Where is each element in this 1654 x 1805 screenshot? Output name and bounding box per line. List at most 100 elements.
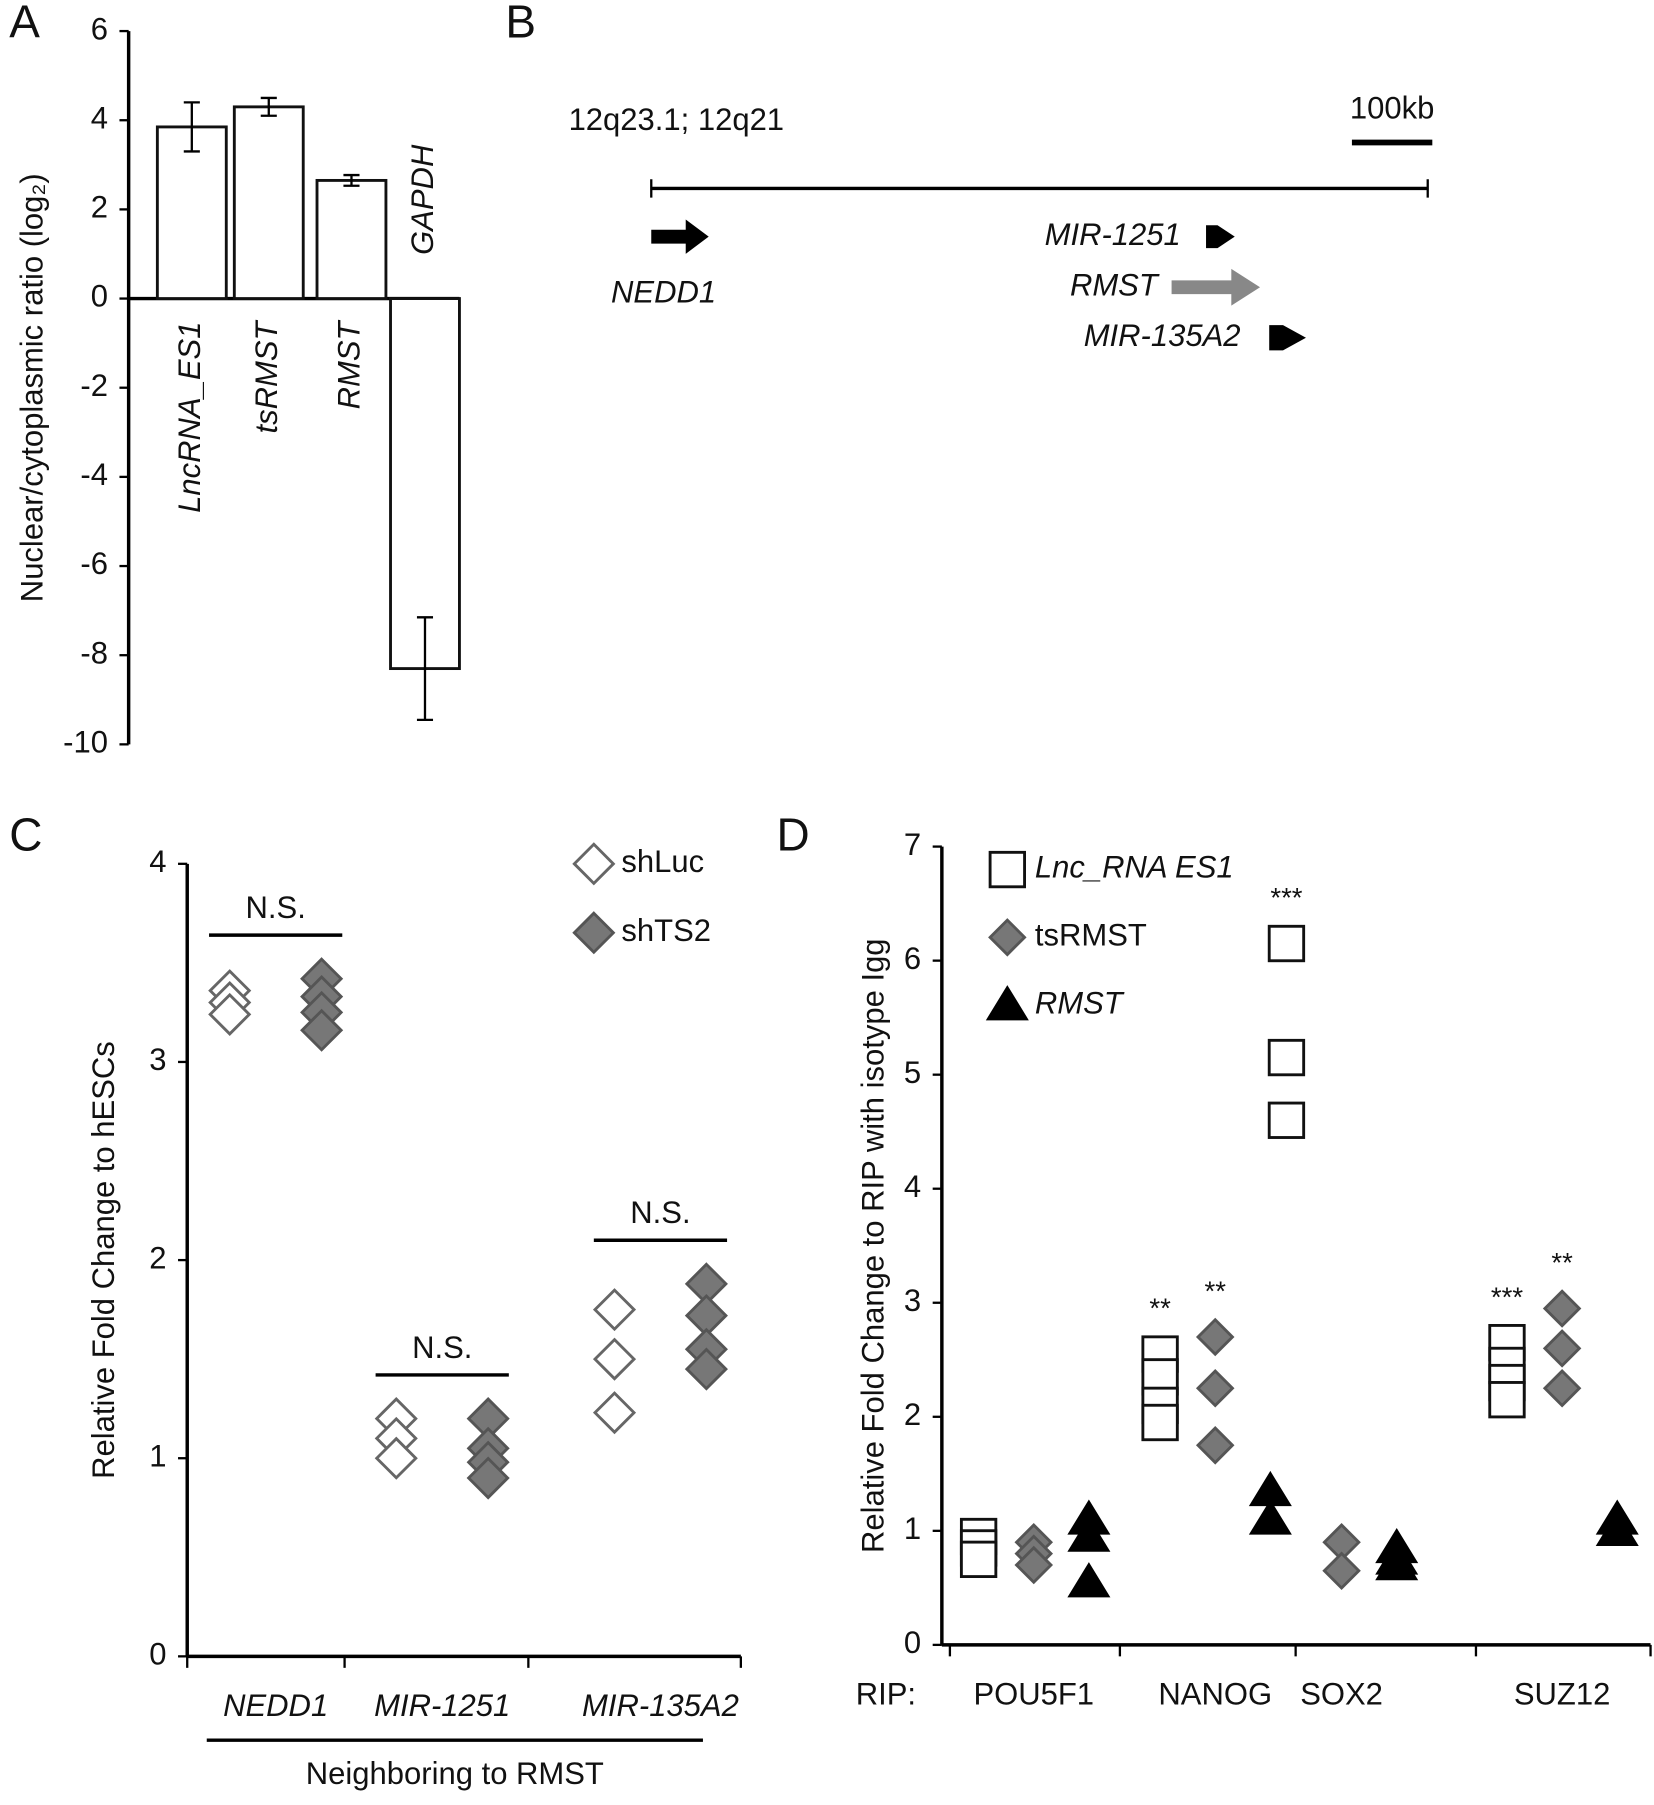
marker [592,1288,637,1332]
category-label: tsRMST [249,319,284,433]
marker [592,1391,637,1435]
marker [959,1540,998,1579]
marker [572,911,616,955]
marker [988,850,1026,889]
y-tick-label: 4 [91,100,108,135]
gene-arrow [1269,325,1306,351]
marker [1488,1381,1526,1419]
y-tick-label: -6 [80,546,108,581]
marker [1322,1551,1361,1591]
marker [592,1337,637,1381]
marker [1267,1038,1306,1077]
gene-arrow [1206,225,1235,249]
marker [1248,1499,1292,1535]
category-label: MIR-1251 [374,1688,510,1723]
marker [300,1008,344,1052]
category-label: GAPDH [405,144,440,255]
legend-label: Lnc_RNA ES1 [1035,850,1234,885]
bar [389,297,461,671]
y-axis-label: Nuclear/cytoplasmic ratio (log₂) [15,173,50,602]
significance: ** [1551,1247,1573,1278]
marker [684,1347,728,1391]
category-label: NANOG [1158,1677,1272,1712]
bar [155,125,228,300]
marker [1014,1545,1054,1585]
significance: *** [1270,882,1302,913]
category-label: LncRNA_ES1 [172,322,207,513]
marker [1195,1426,1235,1465]
y-tick-label: 1 [904,1511,921,1546]
significance: *** [1491,1281,1523,1312]
marker [1542,1369,1582,1408]
y-tick-label: 3 [904,1283,921,1318]
legend-label: RMST [1035,985,1125,1020]
gene-arrow [1171,268,1261,306]
y-tick-label: 2 [904,1397,921,1432]
y-tick-label: -2 [80,368,108,403]
y-tick-label: -10 [63,725,108,760]
panel-letter: B [505,0,536,47]
marker [1067,1562,1111,1598]
category-label: MIR-135A2 [582,1688,739,1723]
panel-letter: D [776,809,809,861]
panel-letter: C [9,809,42,861]
panel-letter: A [9,0,40,47]
marker [208,992,252,1036]
y-tick-label: 2 [91,190,108,225]
panel-b: B 12q23.1; 12q21 100kb NEDD1 MIR-1251 RM… [505,0,1434,353]
legend-label: tsRMST [1035,918,1147,953]
marker [1542,1329,1582,1368]
marker [1195,1369,1235,1408]
gene-label: MIR-135A2 [1084,318,1241,353]
marker [1195,1317,1235,1357]
y-tick-label: -8 [80,635,108,670]
significance: N.S. [630,1195,690,1230]
gene-label: MIR-1251 [1045,217,1181,252]
marker [1267,1101,1306,1139]
marker [1267,924,1306,963]
legend-label: shLuc [621,844,704,879]
marker [985,985,1029,1021]
y-tick-label: 7 [904,827,921,862]
marker [466,1456,510,1500]
y-tick-label: 5 [904,1055,921,1090]
x-axis-label: Neighboring to RMST [306,1756,604,1791]
y-axis-label: Relative Fold Change to hESCs [86,1041,121,1479]
marker [1375,1545,1419,1581]
y-tick-label: 2 [149,1240,166,1275]
scale-label: 100kb [1350,91,1434,126]
y-tick-label: -4 [80,457,108,492]
category-label: NEDD1 [223,1688,328,1723]
significance: N.S. [412,1330,472,1365]
category-label: SUZ12 [1514,1677,1610,1712]
marker [374,1436,418,1480]
bar [315,178,388,300]
gene-label: NEDD1 [611,274,716,309]
gene-arrow [651,219,709,254]
significance: ** [1149,1293,1171,1324]
marker [988,918,1027,957]
category-label: SOX2 [1300,1677,1383,1712]
y-axis-label: Relative Fold Change to RIP with isotype… [855,938,890,1553]
marker [1067,1516,1111,1552]
y-tick-label: 6 [904,941,921,976]
legend-label: shTS2 [621,913,711,948]
significance: ** [1205,1276,1227,1307]
bar [232,105,305,300]
marker [1595,1510,1639,1547]
significance: N.S. [246,890,306,925]
y-tick-label: 3 [149,1042,166,1077]
y-tick-label: 0 [91,279,108,314]
y-tick-label: 0 [904,1625,921,1660]
y-tick-label: 0 [149,1637,166,1672]
y-tick-label: 6 [91,11,108,46]
category-label: POU5F1 [973,1677,1094,1712]
y-tick-label: 4 [904,1169,921,1204]
marker [1542,1289,1582,1328]
x-axis-label: RIP: [856,1677,916,1712]
y-tick-label: 4 [149,844,166,879]
locus-label: 12q23.1; 12q21 [569,102,784,137]
category-label: RMST [332,319,367,409]
